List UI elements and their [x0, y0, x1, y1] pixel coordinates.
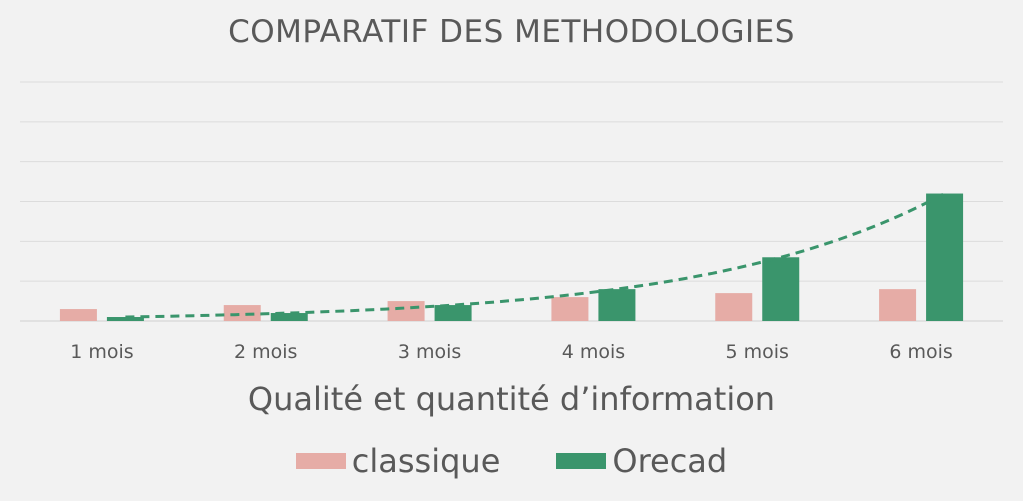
x-tick-label: 2 mois	[234, 341, 297, 363]
trendline-orecad	[125, 192, 946, 319]
x-tick-label: 3 mois	[398, 341, 461, 363]
x-tick-label: 4 mois	[562, 341, 625, 363]
x-tick-labels: 1 mois 2 mois 3 mois 4 mois 5 mois 6 mois	[70, 341, 953, 363]
trendline-group	[125, 192, 946, 319]
bar-classique-5	[715, 293, 753, 321]
bars	[59, 193, 964, 321]
legend-item-classique: classique	[295, 442, 501, 480]
bar-orecad-1	[106, 317, 144, 321]
bar-classique-1	[59, 309, 97, 321]
bar-orecad-4	[598, 289, 636, 321]
x-tick-label: 1 mois	[70, 341, 133, 363]
legend-swatch-orecad	[556, 453, 607, 469]
bar-orecad-2	[270, 313, 308, 321]
bar-classique-4	[551, 297, 589, 321]
x-tick-label: 5 mois	[726, 341, 789, 363]
legend: classique Orecad	[0, 442, 1023, 480]
bar-classique-3	[387, 301, 425, 321]
legend-item-orecad: Orecad	[556, 442, 727, 480]
legend-label-orecad: Orecad	[612, 442, 728, 480]
legend-label-classique: classique	[351, 442, 501, 480]
x-axis-label: Qualité et quantité d’information	[247, 380, 776, 418]
x-tick-label: 6 mois	[889, 341, 952, 363]
bar-classique-2	[223, 305, 261, 321]
gridlines	[20, 81, 1003, 322]
bar-classique-6	[879, 289, 917, 321]
bar-orecad-3	[434, 305, 472, 321]
legend-swatch-classique	[295, 453, 346, 469]
bar-orecad-5	[762, 257, 800, 321]
bar-orecad-6	[926, 193, 964, 321]
chart-title: COMPARATIF DES METHODOLOGIES	[228, 14, 795, 50]
